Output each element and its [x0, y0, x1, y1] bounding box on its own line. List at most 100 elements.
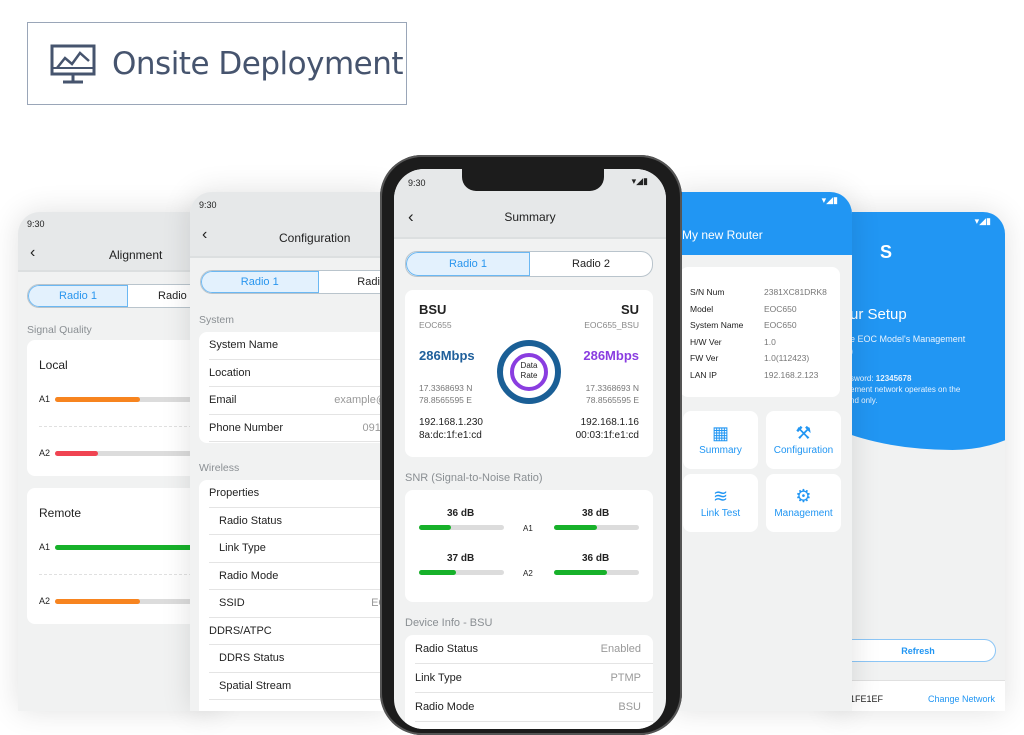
- link-card: BSU EOC655 286Mbps 17.3368693 N 78.85655…: [405, 290, 653, 457]
- gauge-label: Rate: [520, 371, 538, 380]
- settings-row[interactable]: SSIDEO: [209, 590, 390, 618]
- settings-row[interactable]: Link Type: [209, 535, 390, 563]
- antenna-label: A2: [39, 448, 51, 458]
- row-label: Spatial Stream: [219, 679, 292, 692]
- info-value: 1.0(112423): [764, 353, 810, 363]
- settings-row[interactable]: Spatial Stream: [209, 673, 390, 700]
- tile-label: Management: [774, 508, 833, 519]
- data-rate-gauge: Data Rate: [497, 340, 561, 404]
- settings-row[interactable]: Radio Status Enabled: [415, 635, 653, 664]
- change-network-link[interactable]: Change Network: [928, 694, 996, 704]
- su-model: EOC655_BSU: [584, 320, 639, 330]
- gauge-label: Data: [520, 361, 538, 370]
- settings-row[interactable]: Location: [209, 360, 390, 387]
- snr-value: 38 dB: [582, 508, 610, 519]
- notch: [462, 169, 604, 191]
- summary-screen: 9:30 ▾◢▮ ‹ Summary Radio 1 Radio 2 BSU E…: [394, 169, 666, 729]
- monitor-chart-icon: [50, 44, 96, 83]
- password-value: 12345678: [875, 374, 912, 383]
- remote-card: Remote A1 A2: [27, 488, 218, 624]
- wireless-card: Properties Radio Status Link Type Radio Mod…: [199, 480, 390, 711]
- tab-radio-2[interactable]: Radio 2: [158, 290, 196, 302]
- su-lat: 17.3368693 N: [585, 383, 639, 393]
- tab-radio-1[interactable]: Radio 1: [28, 285, 128, 307]
- signal-bar: [55, 451, 218, 456]
- setup-text: e EOC Model's Management: [850, 334, 966, 344]
- alignment-screen: 9:30 ‹ Alignment Radio 1 Radio 2 Signal …: [18, 212, 218, 711]
- bsu-lat: 17.3368693 N: [419, 383, 473, 393]
- tile-label: Summary: [699, 445, 742, 456]
- row-label: Phone Number: [209, 421, 283, 434]
- snr-bar: [554, 525, 639, 530]
- row-label: DDRS/ATPC: [209, 624, 272, 637]
- settings-row[interactable]: Properties: [209, 480, 390, 508]
- settings-row[interactable]: DDRS Status: [209, 645, 390, 673]
- signal-fill: [55, 599, 140, 604]
- row-label: SSID: [219, 597, 245, 610]
- banner-title: Onsite Deployment: [112, 45, 404, 82]
- card-title: Remote: [39, 506, 82, 520]
- row-value: Enabled: [600, 643, 641, 655]
- back-icon[interactable]: ‹: [408, 207, 414, 226]
- antenna-label: A2: [39, 596, 51, 606]
- settings-row[interactable]: Email example@: [209, 387, 390, 415]
- info-label: FW Ver: [690, 353, 719, 363]
- tab-radio-2[interactable]: Radio 2: [572, 258, 610, 270]
- su-mac: 00:03:1f:e1:cd: [575, 430, 639, 441]
- snr-value: 36 dB: [447, 508, 475, 519]
- gear-icon: ⚙: [795, 486, 812, 506]
- settings-row[interactable]: Link Type PTMP: [415, 664, 653, 693]
- row-label: Properties: [209, 487, 260, 500]
- tile-management[interactable]: ⚙ Management: [766, 474, 841, 532]
- settings-row[interactable]: Phone Number 0912: [209, 415, 390, 442]
- back-icon[interactable]: ‹: [30, 244, 36, 261]
- tab-radio-1[interactable]: Radio 1: [406, 252, 530, 276]
- su-rate: 286Mbps: [583, 348, 639, 363]
- bsu-rate: 286Mbps: [419, 348, 475, 363]
- info-value: EOC650: [764, 303, 797, 314]
- tile-summary[interactable]: ▦ Summary: [683, 411, 758, 469]
- radio-tabs: Radio 1 Radio 2: [405, 251, 653, 277]
- settings-row[interactable]: Radio Status: [209, 508, 390, 535]
- snr-fill: [554, 525, 597, 530]
- tile-configuration[interactable]: ⚒ Configuration: [766, 411, 841, 469]
- settings-row[interactable]: System Name: [209, 332, 390, 360]
- signal-fill: [55, 451, 98, 456]
- setup-screen: ▾◢▮ S ur Setup e EOC Model's Management …: [830, 212, 1005, 711]
- row-value: example@: [334, 394, 387, 407]
- snr-bar: [554, 570, 639, 575]
- summary-phone: 9:30 ▾◢▮ ‹ Summary Radio 1 Radio 2 BSU E…: [380, 155, 682, 735]
- setup-note: ement network operates on the: [850, 385, 961, 394]
- section-label: Device Info - BSU: [405, 617, 493, 629]
- back-icon[interactable]: ‹: [202, 226, 208, 243]
- info-value: 192.168.2.123: [764, 369, 819, 380]
- status-icons: ▾◢▮: [821, 195, 838, 205]
- settings-row[interactable]: Radio Mode BSU: [415, 693, 653, 722]
- settings-row[interactable]: DDRS/ATPC: [209, 618, 390, 645]
- row-label: Radio Status: [415, 643, 478, 655]
- signal-bar: [55, 397, 218, 402]
- su-ip: 192.168.1.16: [580, 417, 639, 428]
- tile-link-test[interactable]: ≋ Link Test: [683, 474, 758, 532]
- tab-radio-1[interactable]: Radio 1: [201, 271, 319, 293]
- signal-fill: [55, 397, 140, 402]
- router-screen: ▾◢▮ My new Router S/N Num 2381XC81DRK8 Mod…: [672, 192, 852, 711]
- signal-fill: [55, 545, 218, 550]
- row-value: PTMP: [610, 672, 641, 684]
- status-time: 9:30: [27, 219, 45, 229]
- router-title: My new Router: [682, 228, 763, 242]
- row-label: Link Type: [219, 542, 266, 555]
- radio-tabs: Radio 1 Radio 2: [200, 270, 390, 294]
- wifi-test-icon: ≋: [712, 486, 729, 506]
- info-label: Model: [690, 303, 714, 314]
- settings-row[interactable]: Radio Mode: [209, 563, 390, 590]
- su-name: SU: [620, 302, 639, 317]
- info-label: LAN IP: [690, 369, 717, 380]
- bsu-mac: 8a:dc:1f:e1:cd: [419, 430, 482, 441]
- refresh-button[interactable]: Refresh: [840, 639, 996, 662]
- row-label: DDRS Status: [219, 652, 285, 665]
- tools-icon: ⚒: [795, 423, 812, 443]
- section-label: Wireless: [199, 462, 240, 474]
- setup-title: ur Setup: [850, 306, 907, 323]
- grid-icon: ▦: [711, 423, 729, 443]
